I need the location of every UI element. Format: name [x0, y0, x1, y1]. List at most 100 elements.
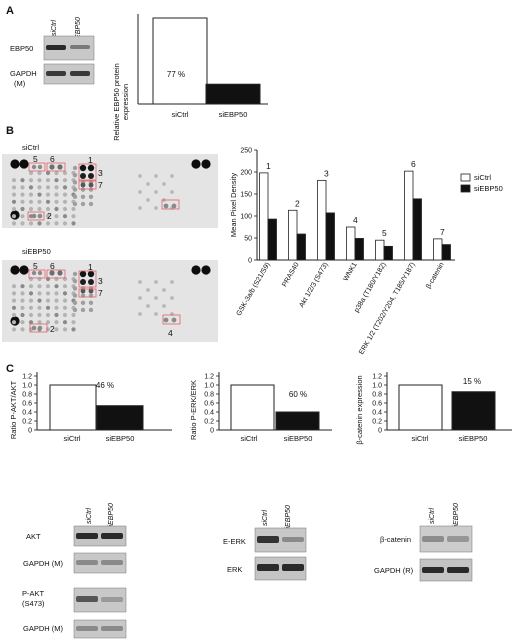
- row-label-gapdh: GAPDH: [10, 69, 37, 78]
- array-spot: [28, 320, 34, 325]
- array-spot: [20, 214, 25, 219]
- y-axis-label: Mean Pixel Density: [229, 173, 238, 237]
- panel-a-blot: siCtrl siEBP50 EBP50 GAPDH (M): [10, 17, 95, 88]
- array-spot: [11, 206, 17, 212]
- array-spot: [20, 192, 25, 197]
- array-spot: [62, 178, 68, 183]
- array-spot: [80, 187, 86, 192]
- array-spot: [71, 320, 76, 325]
- y-ticks: 0 0.2 0.4 0.6 0.8 1.0 1.2: [372, 374, 387, 435]
- array-spot: [72, 173, 78, 178]
- array-spot: [45, 291, 51, 296]
- y-tick-label: 1.2: [372, 374, 382, 381]
- array-spot: [45, 276, 51, 282]
- array-spot: [11, 320, 17, 325]
- y-tick-label: 200: [240, 170, 252, 177]
- x-tick-sictrl: siCtrl: [411, 434, 428, 443]
- array-label-sictrl: siCtrl: [22, 143, 39, 152]
- bar-sictrl: [346, 226, 356, 261]
- bar-sictrl: [288, 209, 298, 261]
- array-spot: [20, 312, 25, 318]
- band: [76, 596, 98, 602]
- array-spot: [20, 221, 25, 226]
- array-spot: [88, 194, 94, 199]
- array-spot: [31, 325, 37, 331]
- panel-b-arrays: siCtrl 5 6 1 3 7 2 siEBP50 5 6 1 3 7 2 4: [2, 143, 218, 342]
- array-spot: [11, 305, 17, 310]
- array-spot: [20, 185, 25, 190]
- array-spot: [45, 199, 51, 204]
- array-spot: [62, 185, 68, 190]
- bars-a: [152, 17, 261, 105]
- spot-number-7: 7: [98, 288, 103, 298]
- bar-siebp50: [267, 218, 277, 261]
- row-label-e-erk: E-ERK: [223, 537, 246, 546]
- array-spot: [10, 265, 20, 275]
- bars-b: 1 2 3 4 5 6 7: [259, 159, 451, 261]
- bar-sictrl: [433, 238, 443, 261]
- array-spot: [54, 192, 59, 197]
- highlight-box: [161, 199, 180, 210]
- array-spot: [20, 320, 25, 325]
- array-spot: [28, 170, 34, 176]
- bar-number-label: 4: [353, 215, 358, 225]
- array-spot: [20, 206, 25, 212]
- y-tick-label: 0.2: [204, 419, 214, 426]
- array-spot: [37, 320, 42, 325]
- row-label-ebp50: EBP50: [10, 44, 33, 53]
- bar-number-label: 1: [266, 161, 271, 171]
- array-spot: [88, 307, 94, 313]
- band: [422, 567, 444, 573]
- highlight-box: [162, 314, 181, 325]
- array-spot: [62, 206, 68, 212]
- array-spot: [138, 174, 142, 178]
- bar-sictrl: [317, 179, 327, 261]
- array-spot: [72, 201, 78, 207]
- array-spot: [62, 327, 68, 332]
- blot-strip-gapdh: [73, 619, 127, 639]
- array-spot: [71, 214, 76, 219]
- array-spot: [45, 221, 51, 226]
- highlight-box: [27, 211, 45, 221]
- band: [101, 533, 123, 539]
- array-spot: [80, 288, 86, 294]
- y-tick-label: 100: [240, 214, 252, 221]
- band: [70, 45, 90, 49]
- panel-c-chart-catenin: β-catenin expression 0 0.2 0.4 0.6 0.8 1.0 1.2…: [355, 372, 512, 445]
- bar-siebp50: [354, 238, 364, 261]
- array-spot: [170, 190, 174, 194]
- lane-label-sictrl: siCtrl: [262, 510, 269, 526]
- array-spot: [54, 312, 59, 318]
- array-spot: [37, 185, 42, 190]
- spot-number-3: 3: [98, 276, 103, 286]
- x-tick-siebp50: siEBP50: [106, 434, 135, 443]
- array-spot: [11, 221, 17, 226]
- array-spot: [37, 178, 42, 183]
- highlight-box: [78, 270, 97, 288]
- array-spot: [37, 298, 42, 303]
- array-spot: [45, 305, 51, 310]
- x-tick-siebp50: siEBP50: [284, 434, 313, 443]
- bar-siebp50: [96, 405, 144, 431]
- array-spot: [37, 325, 43, 331]
- blot-strip-gapdh: [419, 558, 473, 582]
- array-spot: [28, 291, 34, 296]
- array-spot: [171, 317, 177, 323]
- array-spot: [28, 284, 34, 289]
- array-spot: [54, 298, 59, 303]
- array-spot: [45, 170, 51, 176]
- array-spot: [72, 165, 78, 171]
- highlight-box: [46, 269, 66, 279]
- y-tick-label: 0: [248, 258, 252, 265]
- bar-siebp50: [451, 391, 496, 431]
- percent-label: 77 %: [167, 70, 185, 79]
- array-spot: [11, 192, 17, 197]
- lane-label-sictrl: siCtrl: [429, 508, 436, 524]
- array-spot: [28, 298, 34, 303]
- array-spot: [11, 185, 17, 190]
- array-spot: [54, 276, 59, 282]
- highlight-box: [78, 163, 97, 181]
- array-spot: [170, 174, 174, 178]
- array-spot: [170, 280, 174, 284]
